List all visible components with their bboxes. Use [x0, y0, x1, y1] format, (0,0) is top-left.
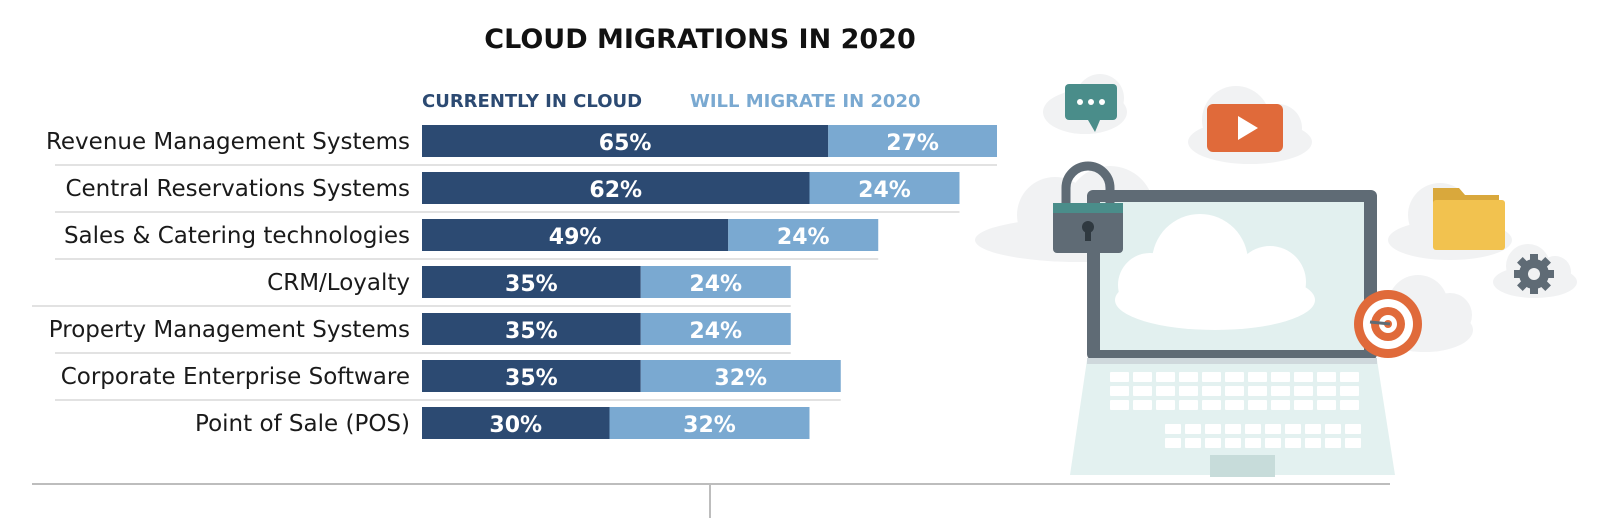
value-label-currently: 35% [505, 272, 558, 297]
target-icon [1354, 290, 1422, 358]
bar-will-migrate [640, 360, 841, 392]
folder-icon [1433, 188, 1505, 250]
category-label: Point of Sale (POS) [195, 411, 410, 437]
bar-currently-in-cloud [422, 407, 610, 439]
value-label-migrate: 24% [858, 178, 911, 203]
bar-currently-in-cloud [422, 219, 729, 251]
value-label-currently: 65% [599, 131, 652, 156]
value-label-currently: 62% [589, 178, 642, 203]
category-label: Property Management Systems [49, 317, 410, 343]
category-label: CRM/Loyalty [267, 270, 410, 296]
gear-icon [1514, 254, 1554, 294]
bar-will-migrate [828, 125, 997, 157]
bar-currently-in-cloud [422, 125, 829, 157]
value-label-migrate: 24% [689, 272, 742, 297]
legend-will-migrate: WILL MIGRATE IN 2020 [690, 91, 921, 112]
cloud-icon [1115, 214, 1315, 330]
value-label-currently: 35% [505, 319, 558, 344]
chat-icon [1065, 84, 1117, 132]
value-label-currently: 30% [489, 413, 542, 438]
cloud-illustration [975, 74, 1577, 477]
bar-currently-in-cloud [422, 266, 641, 298]
play-icon [1207, 104, 1283, 152]
bar-will-migrate [809, 172, 960, 204]
bar-rows: Revenue Management Systems 65% 27% Central … [32, 125, 997, 439]
value-label-currently: 49% [549, 225, 602, 250]
value-label-currently: 35% [505, 366, 558, 391]
category-label: Revenue Management Systems [46, 129, 410, 155]
bar-will-migrate [609, 407, 810, 439]
lock-icon [1053, 161, 1123, 253]
value-label-migrate: 24% [689, 319, 742, 344]
bar-currently-in-cloud [422, 360, 641, 392]
laptop-icon [1070, 190, 1395, 477]
value-label-migrate: 24% [777, 225, 830, 250]
category-label: Central Reservations Systems [65, 176, 410, 202]
bar-will-migrate [640, 266, 791, 298]
bar-currently-in-cloud [422, 313, 641, 345]
bar-currently-in-cloud [422, 172, 810, 204]
category-label: Sales & Catering technologies [64, 223, 410, 249]
chart-title: CLOUD MIGRATIONS IN 2020 [484, 24, 915, 55]
category-label: Corporate Enterprise Software [61, 364, 410, 390]
bar-will-migrate [728, 219, 879, 251]
value-label-migrate: 27% [886, 131, 939, 156]
value-label-migrate: 32% [714, 366, 767, 391]
bar-will-migrate [640, 313, 791, 345]
value-label-migrate: 32% [683, 413, 736, 438]
legend-currently-in-cloud: CURRENTLY IN CLOUD [422, 91, 642, 112]
